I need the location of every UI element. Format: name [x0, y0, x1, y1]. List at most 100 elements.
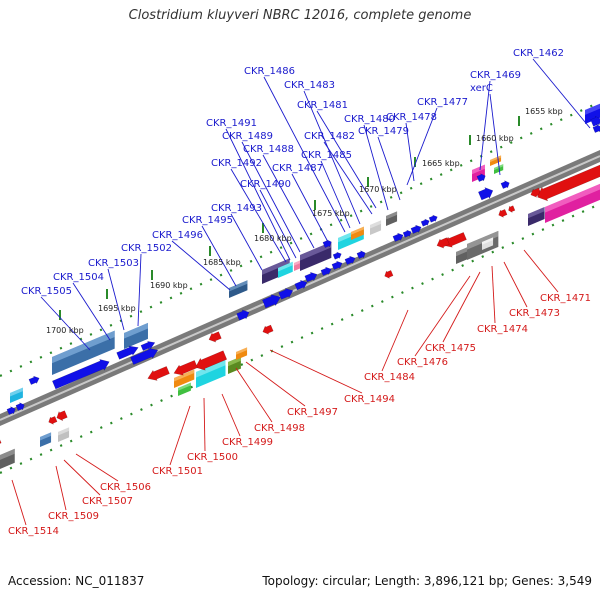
leader-CKR_1505 [40, 296, 91, 351]
scale-tick-label-9: 1700 kbp [46, 326, 84, 335]
feature-block-1500-shine [178, 382, 191, 391]
gene-label-CKR_1482: CKR_1482 [304, 131, 355, 142]
feature-block-1507-shine [40, 432, 52, 441]
scale-tick-label-1: 1660 kbp [476, 134, 514, 143]
feature-block-1495-shine [229, 280, 248, 292]
gene-label-CKR_1504: CKR_1504 [53, 272, 104, 283]
leader-CKR_1493 [230, 213, 263, 271]
feature-block-1491-shine [262, 258, 290, 275]
feature-blocks-layer [0, 103, 600, 469]
gene-label-CKR_1486: CKR_1486 [244, 66, 295, 77]
gene-label-CKR_1496: CKR_1496 [152, 230, 203, 241]
leader-CKR_1498 [235, 367, 273, 423]
reverse-gene-arrow-10 [436, 237, 450, 249]
gene-label-CKR_1506: CKR_1506 [100, 482, 151, 493]
feature-block-1506-shine [58, 427, 70, 436]
leader-CKR_1475 [442, 271, 481, 343]
leader-CKR_1509 [55, 465, 67, 511]
leader-CKR_1471 [523, 249, 559, 293]
gene-label-CKR_1493: CKR_1493 [211, 203, 262, 214]
label-leaders-layer [11, 58, 591, 526]
leader-CKR_1497 [245, 361, 306, 407]
leader-CKR_1485 [320, 160, 351, 229]
leader-CKR_1501 [169, 405, 191, 466]
leader-CKR_1469 [479, 80, 491, 171]
feature-block-1472-shine [528, 207, 545, 219]
forward-gene-arrow-17 [402, 229, 412, 238]
reverse-gene-arrow-1 [173, 360, 198, 376]
leader-CKR_1492 [230, 168, 287, 263]
gene-label-xerC: xerC [470, 83, 493, 94]
forward-gene-arrow-3 [130, 347, 159, 365]
feature-block-1501-shine [174, 369, 195, 382]
forward-gene-arrow-2 [140, 341, 156, 351]
leader-CKR_1481 [316, 110, 377, 209]
gene-labels-layer: 1655 kbp 1660 kbp 1665 kbp 1670 kbp 1675 kbp… [8, 48, 591, 537]
reverse-gene-arrow-11 [498, 209, 508, 218]
gene-label-CKR_1469: CKR_1469 [470, 70, 521, 81]
gene-label-CKR_1492: CKR_1492 [211, 158, 262, 169]
leader-CKR_1488 [262, 154, 315, 249]
leader-CKR_1514 [11, 479, 27, 526]
gene-label-CKR_1473: CKR_1473 [509, 308, 560, 319]
leader-CKR_1484 [381, 309, 409, 372]
leader-CKR_1478 [405, 122, 415, 182]
gene-label-CKR_1507: CKR_1507 [82, 496, 133, 507]
leader-CKR_1494 [269, 349, 363, 394]
map-title: Clostridium kluyveri NBRC 12016, complet… [128, 8, 472, 23]
leader-CKR_1495 [201, 225, 237, 287]
leader-CKR_1482 [323, 141, 373, 215]
genome-summary-text: Topology: circular; Length: 3,896,121 bp… [262, 574, 592, 588]
gene-label-CKR_1480: CKR_1480 [344, 114, 395, 125]
forward-gene-arrow-6 [15, 402, 25, 411]
gene-label-CKR_1488: CKR_1488 [243, 144, 294, 155]
feature-block-1469-shine [472, 164, 485, 175]
forward-gene-arrow-5 [6, 406, 16, 415]
gene-label-CKR_1500: CKR_1500 [187, 452, 238, 463]
leader-CKR_1473 [503, 261, 528, 308]
scale-tick-label-5: 1680 kbp [254, 234, 292, 243]
forward-gene-arrow-8 [261, 294, 281, 309]
gene-label-CKR_1489: CKR_1489 [222, 131, 273, 142]
gene-label-CKR_1501: CKR_1501 [152, 466, 203, 477]
forward-gene-arrow-24 [500, 180, 510, 189]
leader-CKR_1474 [491, 265, 496, 324]
leader-CKR_1483 [303, 90, 361, 225]
forward-gene-arrow-25 [476, 173, 486, 182]
forward-gene-arrow-20 [428, 214, 438, 223]
reverse-gene-arrow-4 [56, 410, 68, 422]
forward-gene-arrow-23 [477, 187, 494, 201]
feature-block-1476-shine [456, 247, 468, 257]
forward-gene-arrow-26 [590, 115, 600, 127]
gene-label-CKR_1494: CKR_1494 [344, 394, 395, 405]
gene-label-CKR_1491: CKR_1491 [206, 118, 257, 129]
scale-tick-label-6: 1685 kbp [203, 258, 241, 267]
feature-block-1503-shine [124, 322, 148, 339]
leader-CKR_1491 [225, 128, 291, 261]
reverse-gene-arrow-7 [262, 324, 274, 335]
forward-gene-arrow-15 [356, 250, 366, 259]
scale-tick-label-0: 1655 kbp [525, 107, 563, 116]
gene-label-CKR_1477: CKR_1477 [417, 97, 468, 108]
leader-CKR_1462 [532, 58, 591, 129]
feature-block-1462-shine [585, 103, 600, 115]
forward-gene-arrow-18 [410, 224, 422, 234]
reverse-gene-arrow-6 [0, 439, 2, 444]
gene-label-CKR_1483: CKR_1483 [284, 80, 335, 91]
feature-block-1514-shine [0, 448, 15, 460]
feature-block-1487-shine [300, 241, 332, 261]
leader-CKR_1486 [263, 76, 346, 233]
gene-label-CKR_1476: CKR_1476 [397, 357, 448, 368]
forward-gene-arrow-16 [392, 232, 404, 242]
feature-block-1483-shine [351, 226, 364, 235]
forward-gene-arrow-4 [28, 375, 40, 385]
forward-gene-arrow-7 [236, 309, 250, 321]
feature-block-1471-shine [545, 183, 600, 213]
gene-label-CKR_1505: CKR_1505 [21, 286, 72, 297]
leader-xerC [489, 93, 501, 176]
forward-gene-arrow-10 [294, 279, 308, 291]
forward-gene-arrow-9 [278, 288, 294, 300]
forward-gene-arrow-27 [592, 124, 600, 133]
leader-CKR_1503 [107, 268, 125, 331]
